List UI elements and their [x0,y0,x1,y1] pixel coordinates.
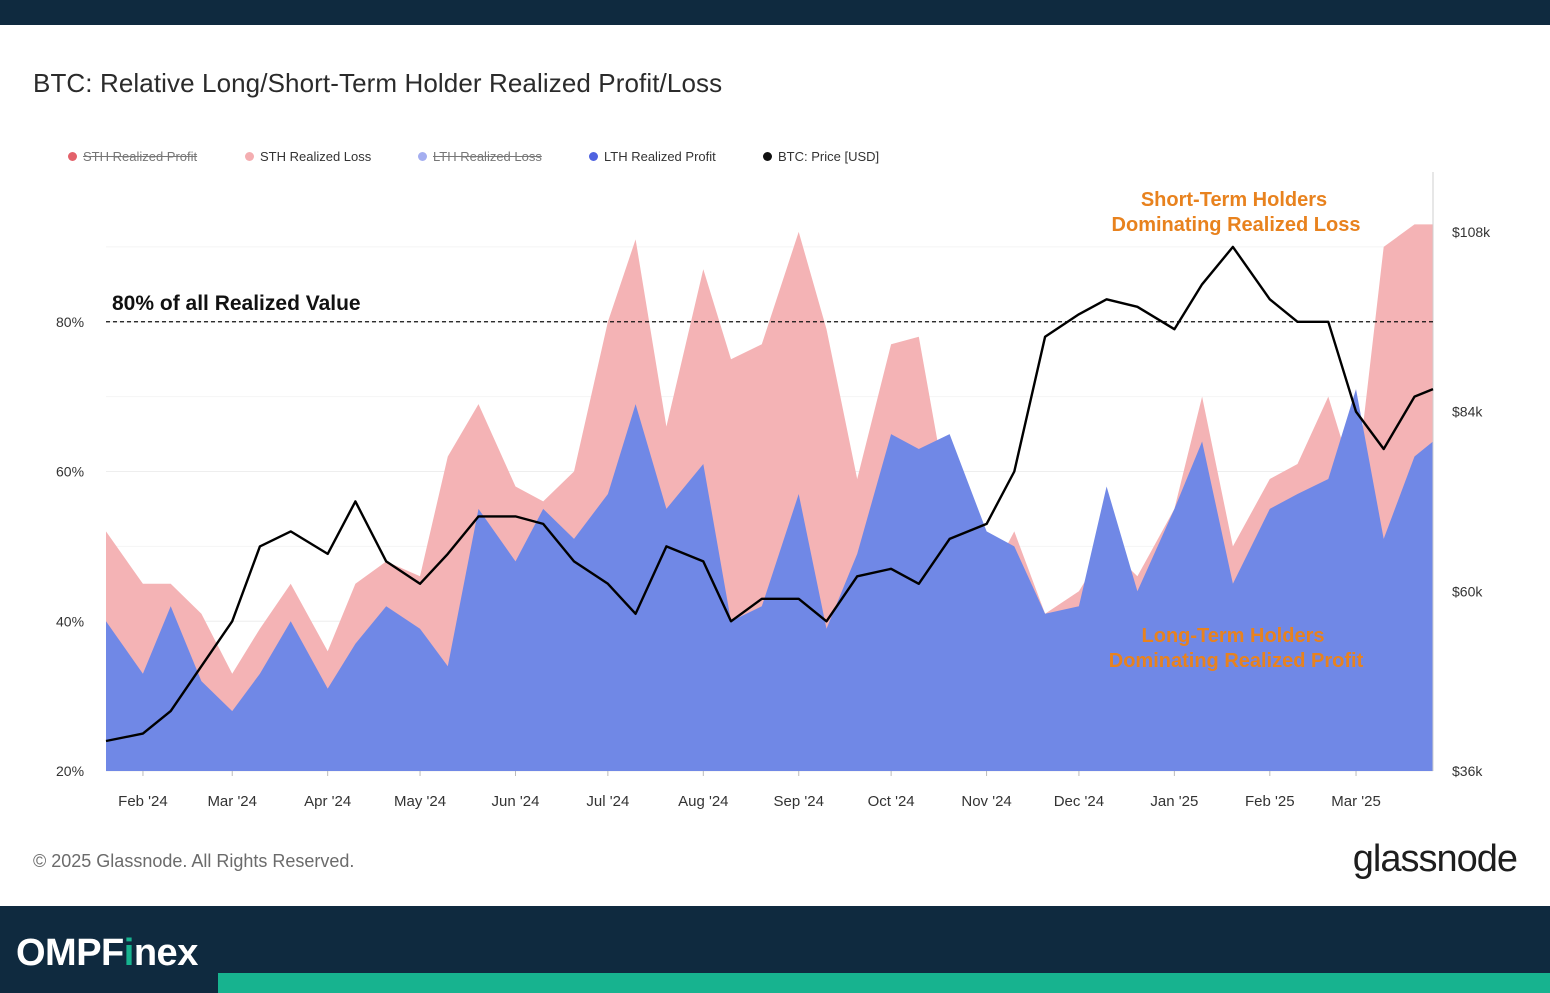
legend-dot-icon [418,152,427,161]
footer-accent-stripe [218,973,1550,993]
x-axis-tick-label: Feb '24 [118,793,168,810]
legend-item-lth-realized-profit[interactable]: LTH Realized Profit [589,149,716,164]
legend-item-btc-price[interactable]: BTC: Price [USD] [763,149,879,164]
x-axis-tick-label: Jul '24 [586,793,629,810]
ompfinex-logo[interactable]: OMPFinex [16,932,198,975]
right-axis-tick-label: $36k [1452,763,1483,779]
annotation-lth-line1: Long-Term Holders [1142,625,1325,647]
legend-item-sth-realized-loss[interactable]: STH Realized Loss [245,149,371,164]
logo-suffix: nex [133,932,198,974]
x-axis-tick-label: Mar '24 [207,793,257,810]
legend-dot-icon [763,152,772,161]
glassnode-logo: glassnode [1352,838,1518,880]
lth-realized-profit-area [106,389,1433,771]
legend-dot-icon [589,152,598,161]
legend-label: LTH Realized Loss [433,149,542,164]
x-axis-tick-label: Sep '24 [774,793,824,810]
legend-label: STH Realized Loss [260,149,372,164]
annotation-lth-line2: Dominating Realized Profit [1109,650,1364,672]
x-axis-tick-label: Nov '24 [961,793,1011,810]
legend-item-lth-realized-loss[interactable]: LTH Realized Loss [418,149,542,164]
top-bar [0,0,1550,25]
x-axis-tick-label: Aug '24 [678,793,728,810]
left-axis-tick-label: 60% [56,464,84,480]
x-axis-tick-label: May '24 [394,793,446,810]
left-axis-tick-label: 20% [56,763,84,779]
right-axis-tick-label: $60k [1452,583,1483,599]
x-axis-tick-label: Feb '25 [1245,793,1295,810]
logo-prefix: OMPF [16,932,124,974]
annotation-sth-line1: Short-Term Holders [1141,189,1327,211]
x-axis-tick-label: Dec '24 [1054,793,1104,810]
legend-item-sth-realized-profit[interactable]: STH Realized Profit [68,149,197,164]
x-axis-tick-label: Jan '25 [1150,793,1198,810]
x-axis-tick-label: Mar '25 [1331,793,1381,810]
legend-dot-icon [245,152,254,161]
legend-dot-icon [68,152,77,161]
reference-line-label: 80% of all Realized Value [112,292,361,315]
left-axis-tick-label: 40% [56,613,84,629]
chart-title: BTC: Relative Long/Short-Term Holder Rea… [33,68,723,98]
copyright-text: © 2025 Glassnode. All Rights Reserved. [33,851,355,871]
legend-label: BTC: Price [USD] [778,149,880,164]
annotation-sth-line2: Dominating Realized Loss [1112,214,1361,236]
x-axis-tick-label: Oct '24 [868,793,915,810]
x-axis-tick-label: Jun '24 [492,793,540,810]
legend-label: LTH Realized Profit [604,149,716,164]
left-axis-tick-label: 80% [56,314,84,330]
logo-i: i [123,932,135,974]
chart-area: 80% of all Realized Value 20% 40% 60% 80% $36… [56,172,1491,810]
btc-price-line [105,245,1434,743]
right-axis-tick-label: $108k [1452,224,1491,240]
legend-label: STH Realized Profit [83,149,198,164]
x-axis-tick-label: Apr '24 [304,793,351,810]
right-axis-tick-label: $84k [1452,404,1483,420]
